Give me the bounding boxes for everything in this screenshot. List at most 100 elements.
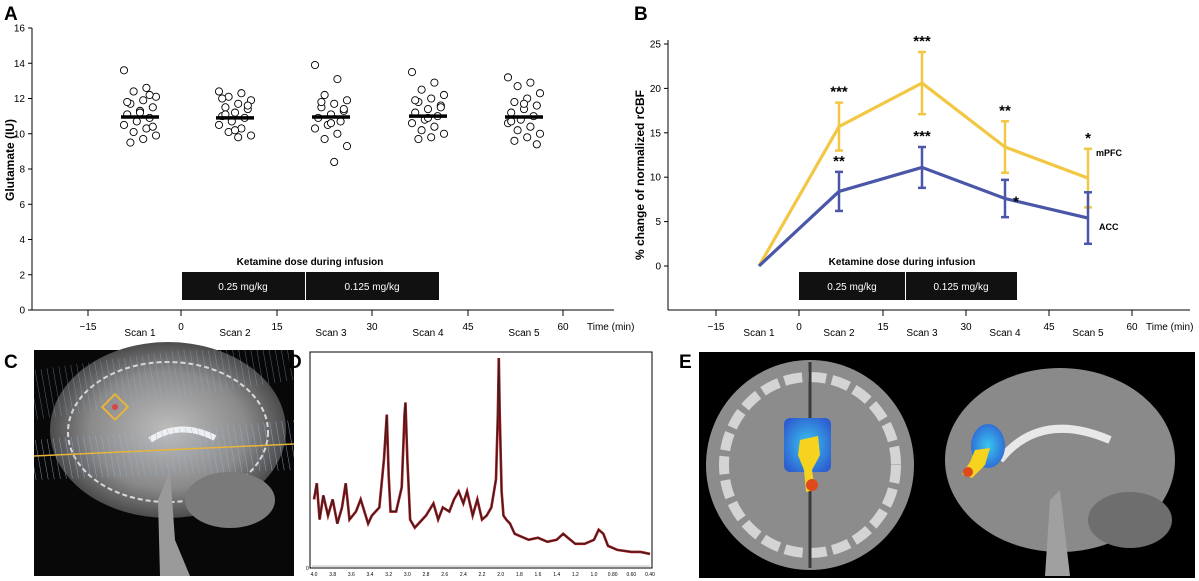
panel-a-means [121, 114, 543, 120]
panel-a-point [218, 94, 227, 103]
panel-a-point [526, 122, 535, 131]
panel-a-point [519, 99, 529, 108]
panel-c-label: C [4, 352, 18, 373]
panel-b-ytick-label: 20 [650, 84, 662, 95]
panel-a-point [342, 96, 352, 105]
panel-e-sagittal-brainstem [1045, 490, 1070, 576]
panel-a-point [342, 142, 352, 151]
panel-a-point [123, 97, 132, 107]
panel-b-time-ticks: −15 0 15 30 45 60 [708, 310, 1138, 333]
panel-a-point [439, 90, 449, 100]
panel-a-point [336, 117, 345, 126]
panel-b-significance: * [1085, 130, 1091, 147]
panel-a-point [532, 101, 541, 110]
panel-b-category-label: Scan 4 [989, 328, 1021, 339]
panel-b-significance: *** [913, 128, 931, 145]
panel-a-category-label: Scan 1 [124, 328, 156, 339]
panel-b-ytick-label: 0 [655, 262, 661, 273]
panel-a-point [513, 82, 522, 91]
panel-d-frame [309, 351, 653, 569]
panel-a-point [230, 126, 240, 135]
panel-b-significance: *** [830, 84, 848, 101]
panel-a-point [535, 89, 545, 98]
panel-a-time-tick-label: 15 [271, 322, 283, 333]
panel-d-xtick-label: 4.0 [311, 572, 318, 578]
panel-a-point [237, 89, 246, 98]
panel-d-xtick-label: 2.6 [441, 572, 448, 578]
panel-d-xtick-label: 2.0 [497, 572, 504, 578]
panel-a-point [333, 129, 342, 138]
panel-e-coronal-blob-yellow [798, 436, 820, 492]
panel-d-xtick-label: 1.2 [572, 572, 579, 578]
panel-a-point [436, 103, 445, 112]
panel-b-dose-phase-1-label: 0.25 mg/kg [827, 282, 876, 293]
panel-a-point [423, 105, 433, 114]
panel-b-category-label: Scan 5 [1072, 328, 1104, 339]
panel-a-point [326, 119, 336, 128]
panel-b: B % change of normalized rCBF 0 5 10 15 20 25… [633, 4, 1193, 339]
panel-d-xtick-label: 1.4 [553, 572, 560, 578]
panel-e-sagittal-blob-red [963, 467, 973, 477]
panel-a-point [234, 99, 243, 108]
panel-e-sagittal-corpus-callosum [996, 424, 1112, 463]
panel-b-dose-phase-1 [799, 272, 905, 300]
panel-a-point [142, 83, 151, 92]
panel-a: A Glutamate (IU) 0 2 4 6 8 10 12 14 16 −15 0 15 30 4… [3, 4, 634, 339]
panel-a-point [214, 87, 224, 96]
panel-a-categories: Scan 1 Scan 2 Scan 3 Scan 4 Scan 5 [124, 328, 540, 339]
panel-a-ytick-label: 4 [19, 235, 25, 246]
panel-a-dose-phase-1 [182, 272, 305, 300]
panel-a-point [139, 96, 148, 105]
panel-a-point [129, 127, 138, 137]
panel-c-slab-hatch-top [34, 350, 294, 420]
panel-d-xtick-label: 1.0 [591, 572, 598, 578]
panel-a-point [243, 101, 252, 110]
panel-d-xtick-label: 3.8 [329, 572, 336, 578]
panel-a-point [148, 122, 157, 131]
panel-a-point [339, 105, 348, 114]
panel-a-point [230, 108, 240, 117]
panel-d-xtick-label: 3.0 [404, 572, 411, 578]
panel-e: E [679, 352, 1195, 578]
panel-b-significance: ** [999, 102, 1011, 119]
panel-a-point [246, 131, 256, 140]
panel-a-ytick-label: 14 [14, 59, 26, 70]
panel-a-point [151, 131, 161, 140]
panel-e-coronal-blob-red [806, 479, 818, 491]
panel-d-spectrum [312, 357, 651, 556]
panel-b-category-label: Scan 2 [823, 328, 855, 339]
panel-b-time-unit: Time (min) [1146, 322, 1193, 333]
panel-a-dose-title: Ketamine dose during infusion [237, 257, 384, 268]
panel-a-point [320, 90, 329, 100]
panel-b-ytick-label: 25 [650, 40, 662, 51]
panel-a-point [310, 124, 320, 133]
panel-d-xticks: 4.0 3.8 3.6 3.4 3.2 3.0 2.8 2.6 2.4 2.2 2.0 1.8 1.6 1… [311, 572, 656, 578]
panel-a-category-label: Scan 3 [315, 328, 347, 339]
panel-a-point [330, 157, 339, 166]
panel-a-time-tick-label: 60 [557, 322, 569, 333]
panel-a-time-tick-label: 0 [178, 322, 184, 333]
panel-b-ytick-label: 15 [650, 128, 662, 139]
panel-a-dose-phase-2 [306, 272, 439, 300]
panel-d-xtick-label: 3.4 [367, 572, 374, 578]
panel-b-categories: Scan 1 Scan 2 Scan 3 Scan 4 Scan 5 [743, 328, 1104, 339]
panel-d-xtick-label: 2.4 [460, 572, 467, 578]
panel-a-point [333, 75, 342, 84]
panel-a-dose-phase-2-label: 0.125 mg/kg [344, 282, 399, 293]
panel-a-point [414, 134, 423, 144]
panel-a-point [221, 103, 230, 112]
panel-b-category-label: Scan 1 [743, 328, 775, 339]
panel-a-point [510, 97, 519, 107]
panel-d-xtick-label: 0.60 [626, 572, 636, 578]
panel-a-ytick-label: 2 [19, 270, 25, 281]
panel-a-point [234, 133, 243, 142]
panel-a-point [132, 117, 141, 126]
panel-d: D 4.0 3.8 3.6 3.4 3.2 3.0 2.8 2.6 2.4 2.2 2.0 1.8 1.… [288, 351, 656, 578]
panel-c: C [4, 342, 295, 576]
panel-e-coronal [706, 360, 914, 570]
panel-a-point [439, 129, 449, 138]
panel-a-point [411, 96, 420, 105]
panel-a-point [535, 129, 545, 138]
panel-a-ytick-label: 0 [19, 306, 25, 317]
panel-b-series: *************** [757, 33, 1092, 268]
